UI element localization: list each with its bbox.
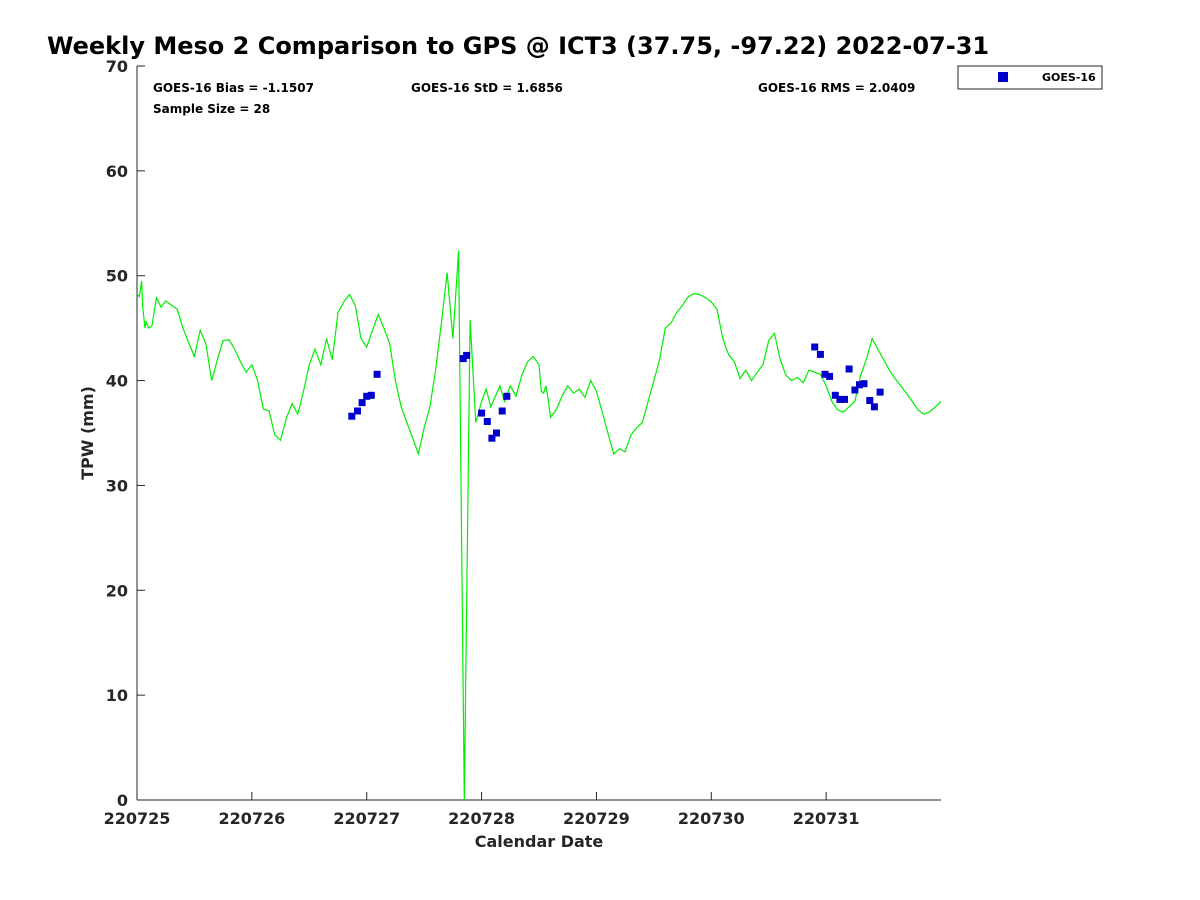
legend-marker <box>998 72 1008 82</box>
std-stat: GOES-16 StD = 1.6856 <box>411 81 563 95</box>
y-axis-ticks: 0 10 20 30 40 50 60 70 <box>106 57 145 810</box>
y-tick-label: 10 <box>106 686 128 705</box>
data-point <box>354 407 361 415</box>
data-point <box>821 370 829 378</box>
legend-label: GOES-16 <box>1042 71 1096 84</box>
data-point <box>816 350 824 358</box>
data-point <box>870 403 878 411</box>
data-point <box>845 365 853 373</box>
data-point <box>463 351 471 359</box>
legend: GOES-16 <box>957 65 1103 90</box>
bias-stat: GOES-16 Bias = -1.1507 <box>153 81 314 95</box>
y-tick-label: 50 <box>106 267 128 286</box>
x-tick-label: 220728 <box>448 809 515 828</box>
chart-title: Weekly Meso 2 Comparison to GPS @ ICT3 (… <box>47 32 989 60</box>
data-point <box>876 388 884 396</box>
x-tick-label: 220725 <box>104 809 171 828</box>
data-point <box>367 391 375 399</box>
y-tick-label: 0 <box>117 791 128 810</box>
y-axis-label: TPW (mm) <box>78 386 97 480</box>
data-point <box>373 370 381 378</box>
x-axis-label: Calendar Date <box>475 832 604 851</box>
x-tick-label: 220726 <box>218 809 285 828</box>
y-tick-label: 70 <box>106 57 128 76</box>
y-tick-label: 60 <box>106 162 128 181</box>
tpw-line-series <box>136 250 942 801</box>
data-point <box>348 412 356 420</box>
plot-area <box>136 66 941 801</box>
data-point <box>811 343 819 351</box>
data-point <box>488 434 496 442</box>
data-point <box>836 395 844 403</box>
y-tick-label: 40 <box>106 372 128 391</box>
x-axis-ticks: 220725 220726 220727 220728 220729 220730 2207… <box>104 792 860 828</box>
data-point <box>841 395 848 403</box>
sample-size-stat: Sample Size = 28 <box>153 102 270 116</box>
data-point <box>478 409 486 417</box>
data-point <box>866 397 874 404</box>
tpw-line <box>136 250 942 801</box>
y-tick-label: 20 <box>106 581 128 600</box>
data-point <box>856 381 863 389</box>
y-tick-label: 30 <box>106 476 128 495</box>
data-point <box>826 372 834 380</box>
x-tick-label: 220727 <box>333 809 400 828</box>
data-point <box>493 429 500 437</box>
data-point <box>851 386 859 394</box>
x-tick-label: 220730 <box>678 809 745 828</box>
goes16-points <box>348 343 884 442</box>
data-point <box>498 407 506 415</box>
data-point <box>503 392 511 400</box>
data-point <box>831 391 839 399</box>
legend-box <box>957 65 1103 90</box>
data-point <box>358 399 366 407</box>
rms-stat: GOES-16 RMS = 2.0409 <box>758 81 915 95</box>
data-point <box>483 418 491 425</box>
x-tick-label: 220731 <box>793 809 860 828</box>
data-point <box>363 392 371 400</box>
data-point <box>860 380 868 388</box>
x-tick-label: 220729 <box>563 809 630 828</box>
